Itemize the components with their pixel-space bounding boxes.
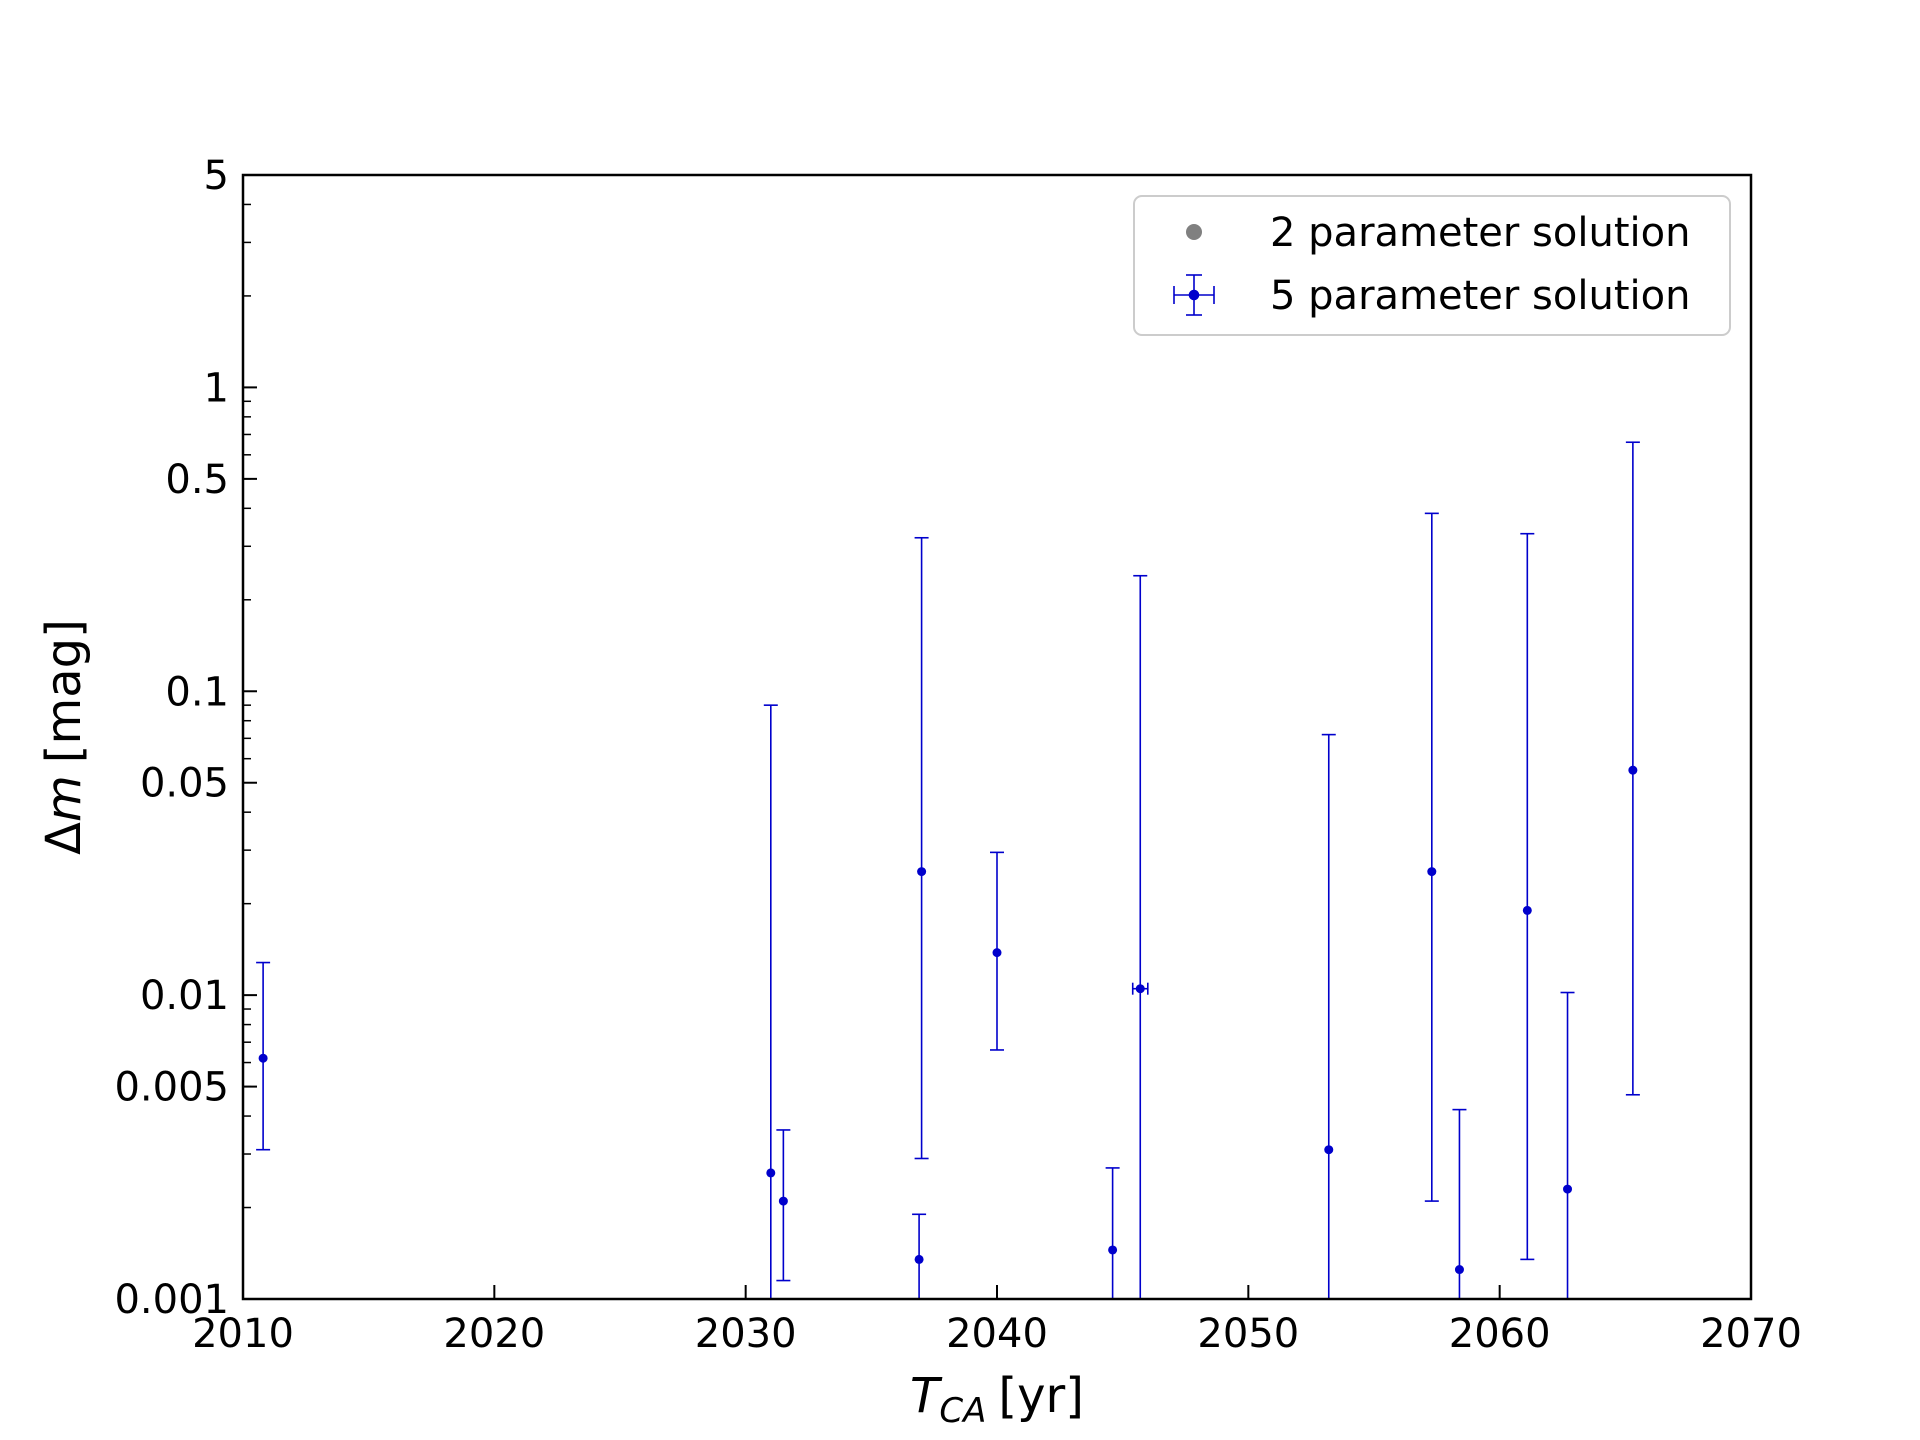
marker [1427,867,1437,877]
legend-marker-5-parameter [1173,274,1215,316]
data-point [776,1129,791,1282]
x-tick-label: 2030 [695,1311,797,1357]
data-point [763,704,778,1299]
legend: 2 parameter solution 5 parameter solutio… [1133,195,1731,336]
y-axis-title: Δm[mag] [36,619,92,855]
marker [1563,1184,1573,1194]
legend-label-2-parameter: 2 parameter solution [1270,210,1690,256]
legend-marker-2-parameter [1186,224,1202,240]
y-tick-label: 0.5 [165,457,229,503]
data-point [1520,532,1535,1261]
data-point [1560,991,1575,1299]
marker [778,1196,788,1206]
y-tick-label: 0.05 [140,761,229,807]
legend-frame [1133,195,1731,336]
x-tick-label: 2050 [1197,1311,1299,1357]
plot-area [243,175,1751,1299]
data-point [1105,1167,1120,1299]
data-point [990,851,1004,1051]
x-tick-label: 2070 [1700,1311,1802,1357]
x-tick-label: 2060 [1449,1311,1551,1357]
x-tick-label: 2010 [192,1311,294,1357]
marker [1628,765,1638,775]
marker [1454,1265,1464,1275]
marker [1135,984,1145,994]
data-point [1452,1108,1467,1299]
data-point [914,536,929,1160]
plot-frame [241,173,1753,1301]
x-tick-label: 2040 [946,1311,1048,1357]
data-point [1131,574,1149,1299]
y-tick-label: 0.005 [114,1065,229,1111]
marker [992,948,1002,958]
x-axis-title: TCA [yr] [910,1368,1084,1431]
marker [917,867,927,877]
y-tick-label: 0.01 [140,973,229,1019]
x-tick-label: 2020 [443,1311,545,1357]
legend-label-5-parameter: 5 parameter solution [1270,273,1690,319]
marker [1522,905,1532,915]
marker [1324,1145,1334,1155]
data-point [1321,733,1336,1299]
axis-ticks: 2010 2020 2030 2040 2050 2060 2070 0.001 0.005 0.… [114,153,1801,1357]
data-point [912,1213,927,1299]
y-tick-label: 5 [204,153,229,199]
data-point [1625,441,1640,1096]
marker [914,1254,924,1264]
y-tick-label: 0.001 [114,1277,229,1323]
marker [766,1168,776,1178]
y-tick-label: 0.1 [165,669,229,715]
marker [1108,1245,1118,1255]
data-point [1424,512,1439,1202]
marker [258,1053,268,1063]
data-marks [256,441,1640,1299]
data-point [256,961,271,1151]
y-tick-label: 1 [204,365,229,411]
